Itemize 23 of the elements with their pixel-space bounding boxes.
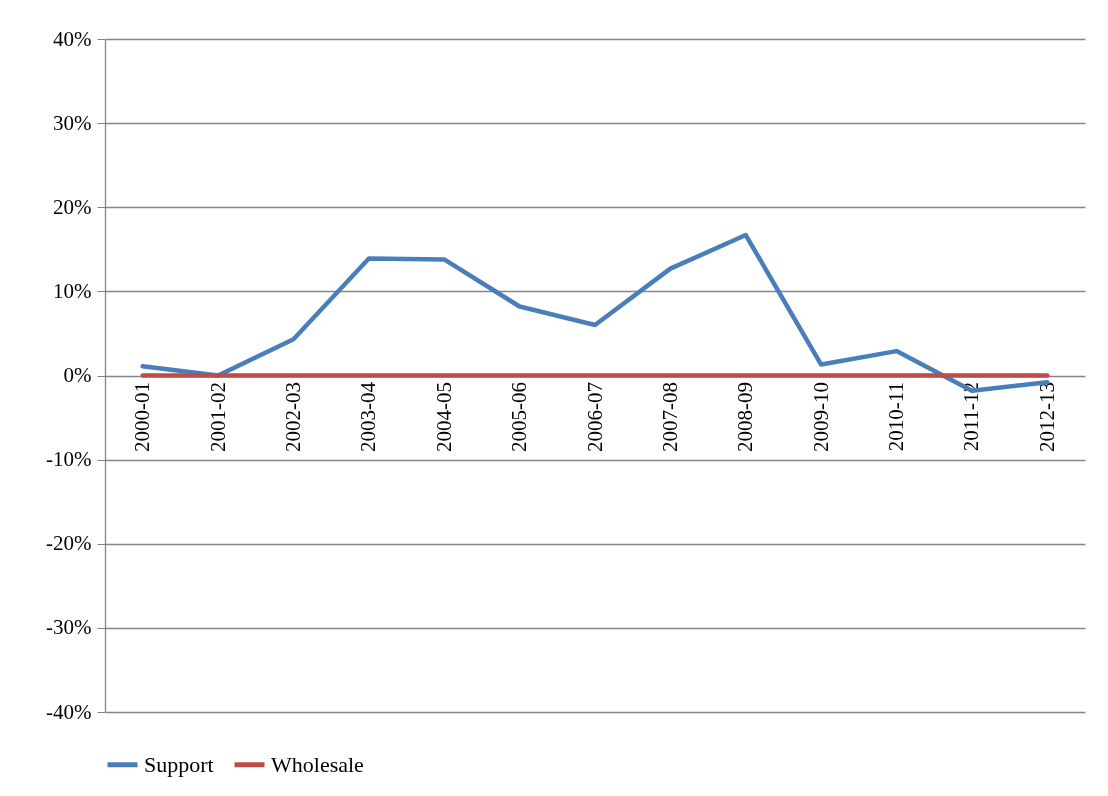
x-tick-label: 2000-01: [130, 382, 155, 452]
y-tick-label: -20%: [46, 531, 92, 556]
y-tick-label: -30%: [46, 615, 92, 640]
x-tick-label: 2009-10: [808, 382, 833, 452]
x-tick-label: 2004-05: [431, 382, 456, 452]
x-tick-label: 2005-06: [507, 382, 532, 452]
x-tick-label: 2007-08: [657, 382, 682, 452]
y-tick-label: 30%: [53, 110, 92, 135]
x-tick-label: 2008-09: [733, 382, 758, 452]
y-tick-label: 20%: [53, 194, 92, 219]
legend-label: Wholesale: [271, 751, 364, 777]
y-tick-label: 0%: [63, 363, 92, 387]
y-tick-label: -10%: [46, 447, 92, 472]
legend-label: Support: [144, 751, 214, 777]
y-tick-label: 10%: [53, 278, 92, 303]
y-tick-label: 40%: [53, 26, 92, 51]
x-tick-label: 2002-03: [280, 382, 305, 452]
x-tick-label: 2003-04: [356, 381, 381, 452]
x-tick-label: 2012-13: [1034, 382, 1059, 452]
y-tick-label: -40%: [46, 699, 92, 724]
x-tick-label: 2001-02: [205, 382, 230, 452]
x-tick-label: 2006-07: [582, 382, 607, 452]
x-tick-label: 2010-11: [884, 382, 909, 452]
